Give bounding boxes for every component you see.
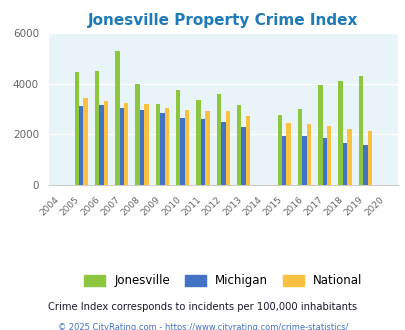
Bar xyxy=(225,112,229,185)
Bar xyxy=(306,123,311,185)
Bar xyxy=(302,136,306,185)
Bar xyxy=(135,83,139,185)
Bar xyxy=(277,115,281,185)
Bar xyxy=(241,127,245,185)
Bar xyxy=(346,129,351,185)
Bar xyxy=(160,113,164,185)
Text: Crime Index corresponds to incidents per 100,000 inhabitants: Crime Index corresponds to incidents per… xyxy=(48,302,357,312)
Bar xyxy=(358,76,362,185)
Bar xyxy=(79,106,83,185)
Bar xyxy=(139,110,144,185)
Bar xyxy=(196,100,200,185)
Bar xyxy=(185,110,189,185)
Bar xyxy=(156,104,160,185)
Bar xyxy=(95,71,99,185)
Bar xyxy=(342,143,347,185)
Bar xyxy=(237,105,241,185)
Bar xyxy=(362,145,367,185)
Bar xyxy=(220,121,225,185)
Text: © 2025 CityRating.com - https://www.cityrating.com/crime-statistics/: © 2025 CityRating.com - https://www.city… xyxy=(58,323,347,330)
Legend: Jonesville, Michigan, National: Jonesville, Michigan, National xyxy=(79,270,367,292)
Bar xyxy=(176,90,180,185)
Bar xyxy=(205,112,209,185)
Bar xyxy=(75,72,79,185)
Bar xyxy=(200,119,205,185)
Bar xyxy=(119,108,124,185)
Bar xyxy=(216,94,220,185)
Bar xyxy=(367,131,371,185)
Bar xyxy=(144,104,148,185)
Bar xyxy=(180,118,185,185)
Bar xyxy=(115,51,119,185)
Bar xyxy=(245,116,249,185)
Bar xyxy=(164,108,169,185)
Bar xyxy=(83,98,87,185)
Bar xyxy=(99,105,104,185)
Bar xyxy=(124,103,128,185)
Title: Jonesville Property Crime Index: Jonesville Property Crime Index xyxy=(88,13,358,28)
Bar xyxy=(322,138,326,185)
Bar xyxy=(326,126,330,185)
Bar xyxy=(337,81,342,185)
Bar xyxy=(104,101,108,185)
Bar xyxy=(297,109,301,185)
Bar xyxy=(317,85,322,185)
Bar xyxy=(281,136,286,185)
Bar xyxy=(286,123,290,185)
